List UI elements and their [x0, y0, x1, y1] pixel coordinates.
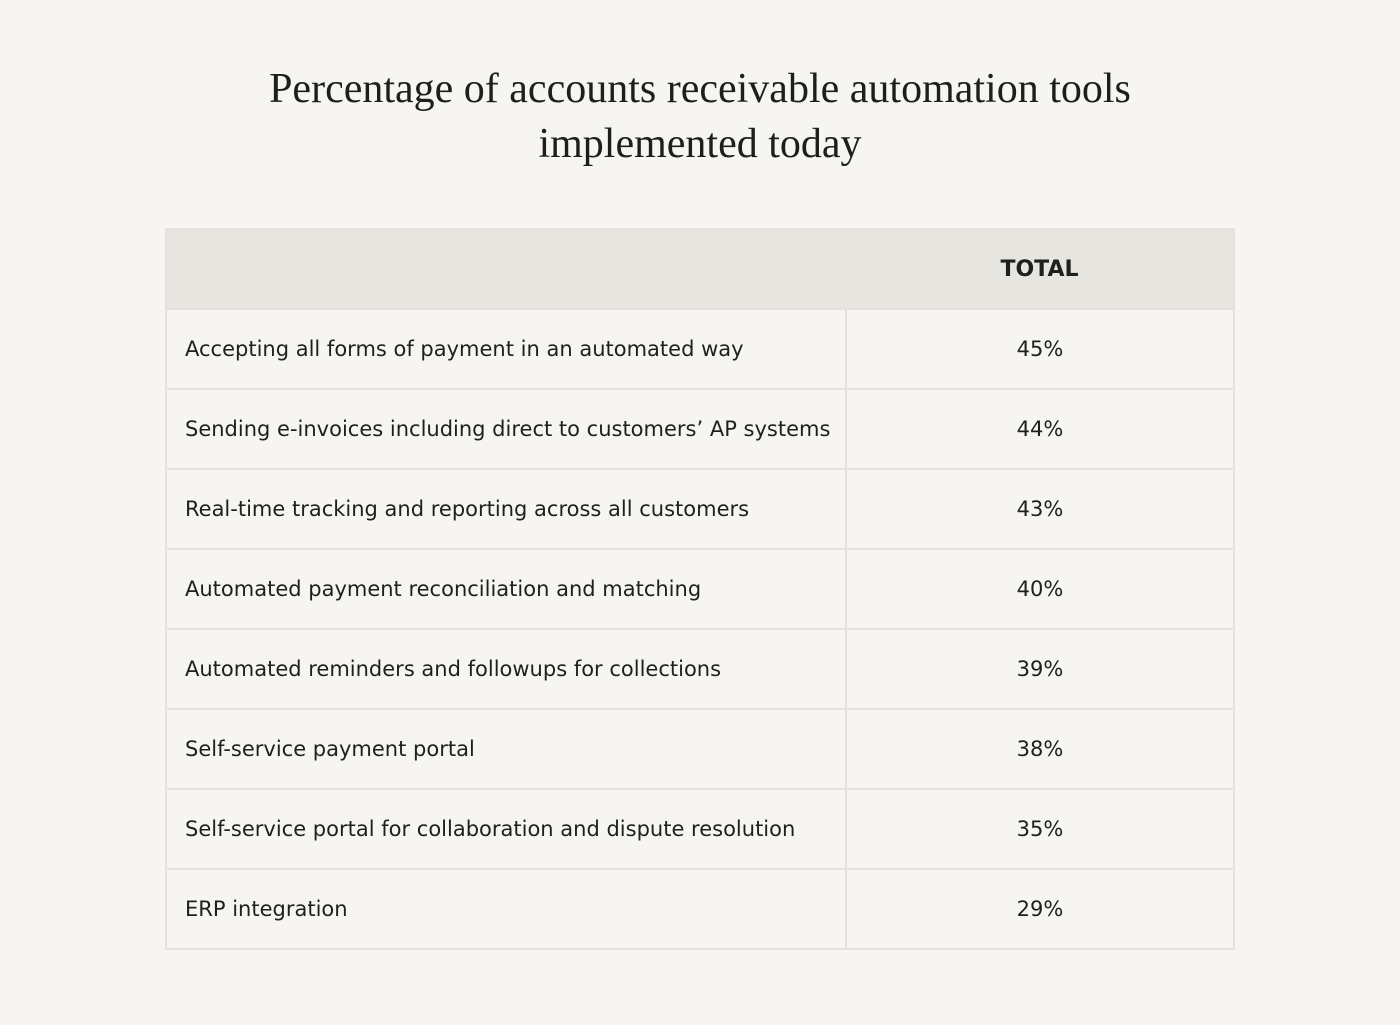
- row-value: 39%: [845, 628, 1235, 710]
- row-label: Automated payment reconciliation and mat…: [165, 548, 847, 630]
- table-row: Automated reminders and followups for co…: [165, 628, 1235, 710]
- row-value: 40%: [845, 548, 1235, 630]
- table-row: Self-service portal for collaboration an…: [165, 788, 1235, 870]
- table-row: Automated payment reconciliation and mat…: [165, 548, 1235, 630]
- table-row: Sending e-invoices including direct to c…: [165, 388, 1235, 470]
- row-value: 45%: [845, 308, 1235, 390]
- row-label: ERP integration: [165, 868, 847, 950]
- table-row: ERP integration 29%: [165, 868, 1235, 950]
- header-row: TOTAL: [165, 228, 1235, 310]
- row-label: Automated reminders and followups for co…: [165, 628, 847, 710]
- row-value: 29%: [845, 868, 1235, 950]
- row-label: Self-service payment portal: [165, 708, 847, 790]
- header-blank: [165, 228, 846, 310]
- table-row: Self-service payment portal 38%: [165, 708, 1235, 790]
- row-label: Real-time tracking and reporting across …: [165, 468, 847, 550]
- title: Percentage of accounts receivable automa…: [269, 66, 1131, 167]
- table-body: Accepting all forms of payment in an aut…: [165, 308, 1235, 950]
- row-value: 35%: [845, 788, 1235, 870]
- row-value: 44%: [845, 388, 1235, 470]
- row-label: Sending e-invoices including direct to c…: [165, 388, 847, 470]
- table-row: Real-time tracking and reporting across …: [165, 468, 1235, 550]
- table-header: TOTAL: [165, 228, 1235, 310]
- row-value: 43%: [845, 468, 1235, 550]
- data-table: TOTAL Accepting all forms of payment in …: [165, 228, 1235, 950]
- header-cell: TOTAL: [846, 228, 1235, 310]
- row-label: Accepting all forms of payment in an aut…: [165, 308, 847, 390]
- row-value: 38%: [845, 708, 1235, 790]
- table-row: Accepting all forms of payment in an aut…: [165, 308, 1235, 390]
- row-label: Self-service portal for collaboration an…: [165, 788, 847, 870]
